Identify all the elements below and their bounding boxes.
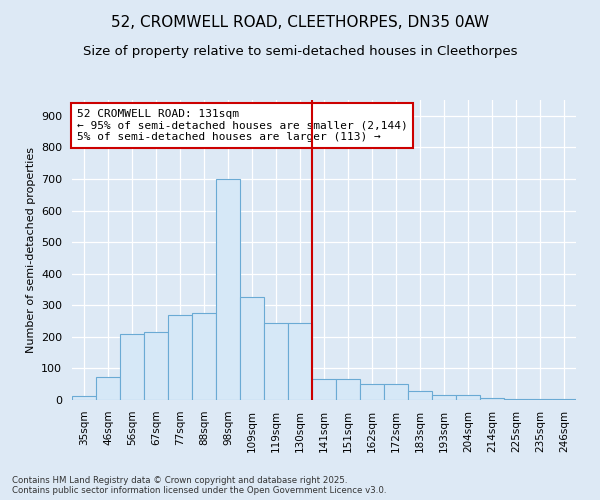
Text: 52 CROMWELL ROAD: 131sqm
← 95% of semi-detached houses are smaller (2,144)
5% of: 52 CROMWELL ROAD: 131sqm ← 95% of semi-d… — [77, 109, 408, 142]
Text: Size of property relative to semi-detached houses in Cleethorpes: Size of property relative to semi-detach… — [83, 45, 517, 58]
Bar — [480, 398, 504, 400]
Text: Contains HM Land Registry data © Crown copyright and database right 2025.
Contai: Contains HM Land Registry data © Crown c… — [12, 476, 386, 495]
Bar — [336, 380, 360, 400]
Bar — [144, 332, 168, 400]
Bar — [312, 380, 336, 400]
Bar — [72, 396, 96, 400]
Bar — [240, 298, 264, 400]
Bar — [432, 396, 456, 400]
Bar — [408, 392, 432, 400]
Bar — [360, 384, 384, 400]
Bar — [456, 396, 480, 400]
Bar — [504, 399, 528, 400]
Bar — [96, 377, 120, 400]
Bar — [384, 384, 408, 400]
Bar — [120, 334, 144, 400]
Bar — [192, 313, 216, 400]
Bar — [264, 322, 288, 400]
Y-axis label: Number of semi-detached properties: Number of semi-detached properties — [26, 147, 35, 353]
Bar — [168, 314, 192, 400]
Text: 52, CROMWELL ROAD, CLEETHORPES, DN35 0AW: 52, CROMWELL ROAD, CLEETHORPES, DN35 0AW — [111, 15, 489, 30]
Bar — [288, 322, 312, 400]
Bar — [216, 179, 240, 400]
